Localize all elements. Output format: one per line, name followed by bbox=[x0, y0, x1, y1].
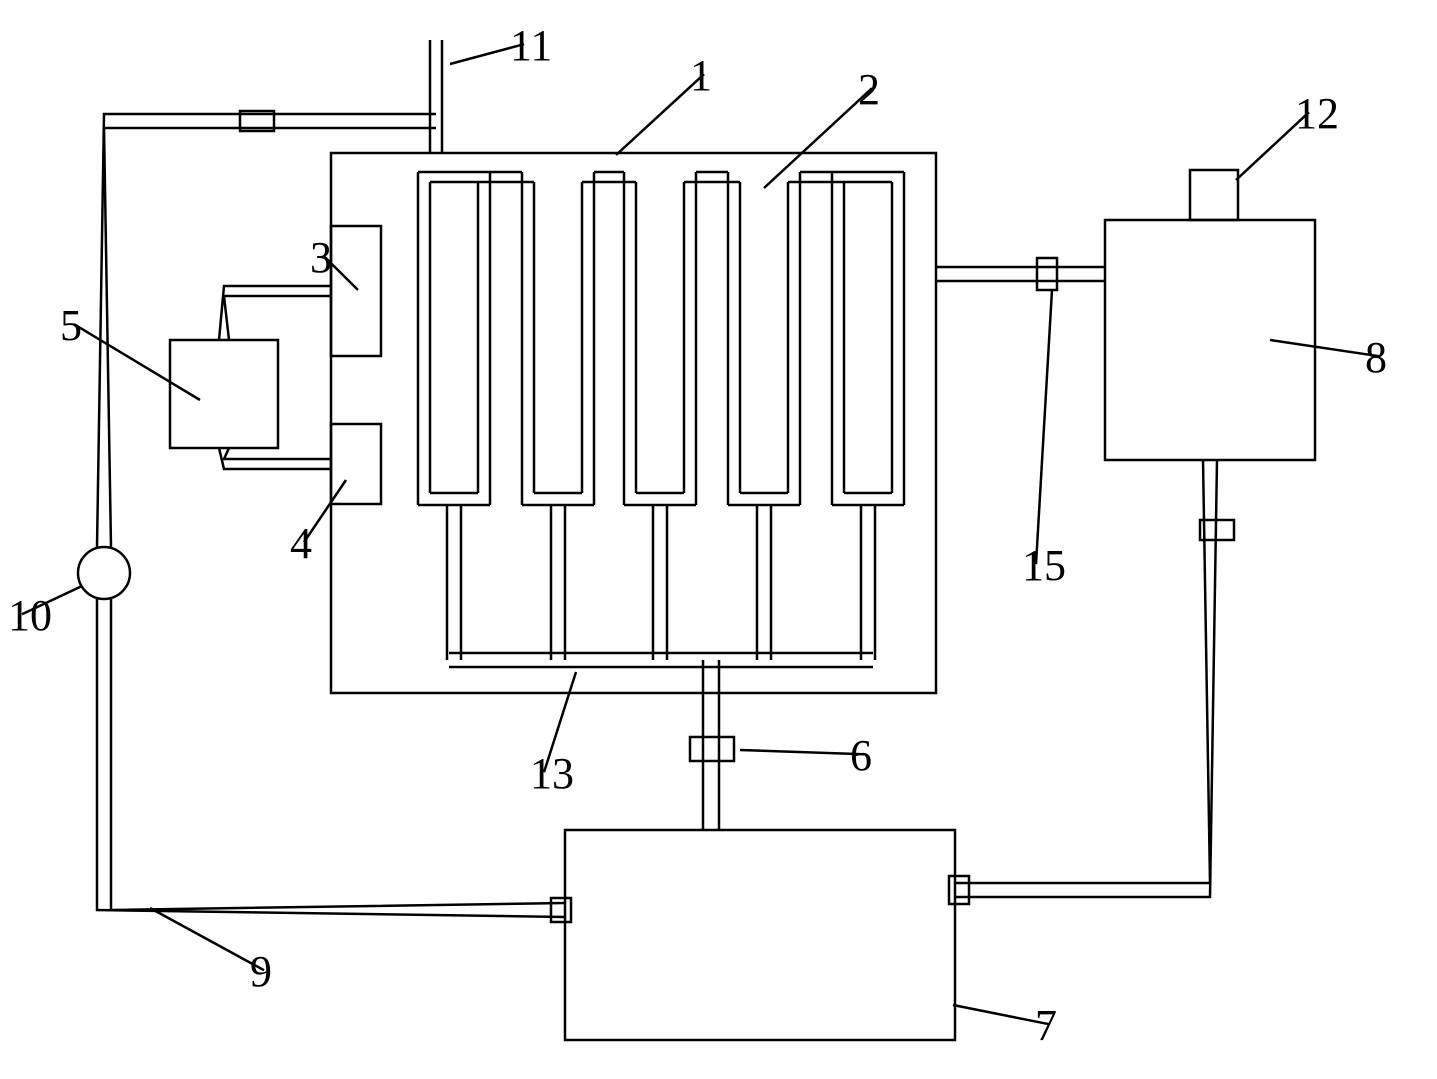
component-3 bbox=[331, 226, 381, 356]
schematic-diagram bbox=[0, 0, 1437, 1079]
label-12: 12 bbox=[1295, 88, 1339, 139]
label-8: 8 bbox=[1365, 332, 1387, 383]
link-5-3 bbox=[224, 296, 331, 340]
tank7-outlet bbox=[551, 898, 571, 922]
pipe-9-lower bbox=[111, 599, 565, 910]
pump-10 bbox=[78, 547, 130, 599]
label-5: 5 bbox=[60, 300, 82, 351]
tank-7 bbox=[565, 830, 955, 1040]
leader-15 bbox=[1036, 290, 1052, 564]
label-4: 4 bbox=[290, 518, 312, 569]
label-2: 2 bbox=[858, 64, 880, 115]
tank-8 bbox=[1105, 220, 1315, 460]
leader-8 bbox=[1270, 340, 1379, 356]
port-12 bbox=[1190, 170, 1238, 220]
tank7-inlet bbox=[949, 876, 969, 904]
pipe-9-upper bbox=[97, 114, 436, 547]
pipe-9-upper bbox=[104, 128, 436, 547]
component-5 bbox=[170, 340, 278, 448]
leader-9 bbox=[150, 908, 264, 970]
label-9: 9 bbox=[250, 946, 272, 997]
label-3: 3 bbox=[310, 232, 332, 283]
label-6: 6 bbox=[850, 730, 872, 781]
label-15: 15 bbox=[1022, 540, 1066, 591]
pipe-8-to-7 bbox=[955, 460, 1217, 897]
valve-6 bbox=[690, 737, 734, 761]
label-10: 10 bbox=[8, 590, 52, 641]
pipe-8-to-7 bbox=[955, 460, 1210, 883]
leader-5 bbox=[74, 324, 200, 400]
label-7: 7 bbox=[1035, 1000, 1057, 1051]
label-11: 11 bbox=[510, 20, 552, 71]
valve-15 bbox=[1037, 258, 1057, 290]
link-5-4 bbox=[224, 448, 331, 459]
link-5-3 bbox=[219, 286, 331, 340]
label-1: 1 bbox=[690, 50, 712, 101]
leader-6 bbox=[740, 750, 864, 754]
label-13: 13 bbox=[530, 748, 574, 799]
